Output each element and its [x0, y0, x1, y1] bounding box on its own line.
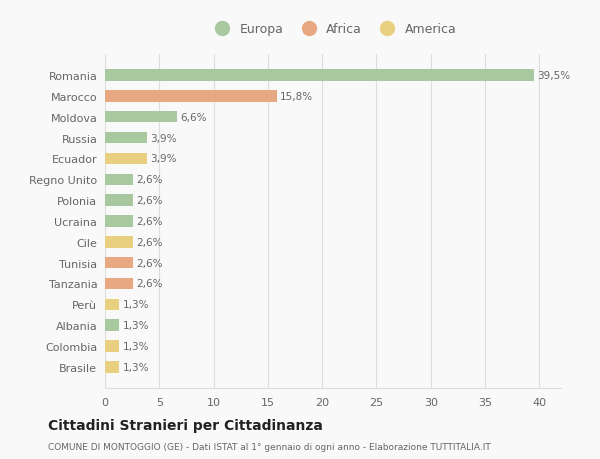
Bar: [105, 257, 133, 269]
Text: 1,3%: 1,3%: [122, 300, 149, 310]
Text: COMUNE DI MONTOGGIO (GE) - Dati ISTAT al 1° gennaio di ogni anno - Elaborazione : COMUNE DI MONTOGGIO (GE) - Dati ISTAT al…: [48, 442, 491, 451]
Text: 2,6%: 2,6%: [136, 237, 163, 247]
Text: 15,8%: 15,8%: [280, 92, 313, 102]
Text: 2,6%: 2,6%: [136, 196, 163, 206]
Text: 2,6%: 2,6%: [136, 175, 163, 185]
Bar: [105, 361, 119, 373]
Bar: [105, 299, 119, 310]
Bar: [105, 216, 133, 227]
Text: 1,3%: 1,3%: [122, 341, 149, 351]
Text: 6,6%: 6,6%: [180, 112, 206, 123]
Text: 2,6%: 2,6%: [136, 258, 163, 268]
Text: 39,5%: 39,5%: [537, 71, 570, 81]
Bar: [105, 174, 133, 185]
Text: 1,3%: 1,3%: [122, 320, 149, 330]
Text: 3,9%: 3,9%: [151, 154, 177, 164]
Bar: [105, 153, 148, 165]
Text: 1,3%: 1,3%: [122, 362, 149, 372]
Bar: [105, 70, 534, 82]
Bar: [105, 236, 133, 248]
Text: 2,6%: 2,6%: [136, 279, 163, 289]
Bar: [105, 278, 133, 290]
Bar: [105, 320, 119, 331]
Text: Cittadini Stranieri per Cittadinanza: Cittadini Stranieri per Cittadinanza: [48, 418, 323, 432]
Bar: [105, 195, 133, 207]
Text: 3,9%: 3,9%: [151, 133, 177, 143]
Bar: [105, 91, 277, 102]
Bar: [105, 133, 148, 144]
Text: 2,6%: 2,6%: [136, 217, 163, 226]
Bar: [105, 112, 176, 123]
Bar: [105, 341, 119, 352]
Legend: Europa, Africa, America: Europa, Africa, America: [205, 18, 461, 41]
